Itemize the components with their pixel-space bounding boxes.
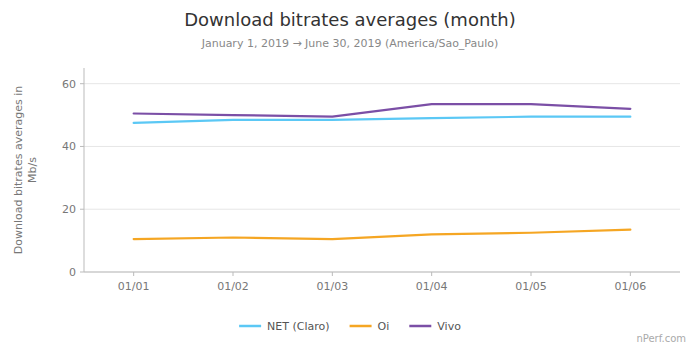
y-tick: [80, 83, 84, 84]
legend-swatch: [239, 325, 261, 328]
y-tick-label: 60: [62, 78, 76, 91]
y-tick-label: 40: [62, 140, 76, 153]
x-tick: [233, 272, 234, 276]
x-axis-line: [84, 272, 680, 273]
chart: Download bitrates averages (month) Januar…: [0, 0, 700, 352]
x-tick: [431, 272, 432, 276]
y-tick-label: 20: [62, 203, 76, 216]
legend-label: NET (Claro): [267, 320, 329, 333]
grid-line: [84, 83, 680, 84]
x-tick-label: 01/05: [515, 280, 547, 293]
annotation: nPerf.com: [636, 333, 686, 344]
x-tick-label: 01/01: [118, 280, 150, 293]
x-tick: [531, 272, 532, 276]
y-axis-label-line: Mb/s: [26, 157, 39, 183]
y-axis-line: [84, 68, 85, 272]
grid-line: [84, 272, 680, 273]
grid-line: [84, 209, 680, 210]
y-tick: [80, 146, 84, 147]
x-tick-label: 01/04: [416, 280, 448, 293]
subtitle: January 1, 2019 → June 30, 2019 (America…: [201, 37, 499, 50]
legend-swatch: [409, 325, 431, 328]
x-tick-label: 01/06: [614, 280, 646, 293]
x-tick: [630, 272, 631, 276]
y-axis-label-line: Download bitrates averages in: [12, 86, 25, 254]
series-line: [134, 230, 631, 239]
title: Download bitrates averages (month): [184, 9, 516, 30]
x-tick-label: 01/03: [316, 280, 348, 293]
x-tick: [332, 272, 333, 276]
y-tick-label: 0: [69, 266, 76, 279]
legend: NET (Claro) Oi Vivo: [239, 320, 461, 333]
y-axis-label: Download bitrates averages inMb/s: [12, 86, 39, 254]
legend-label: Oi: [378, 320, 390, 333]
legend-label: Vivo: [437, 320, 461, 333]
y-tick: [80, 272, 84, 273]
series-line: [134, 104, 631, 117]
plot-area: [134, 104, 631, 239]
y-tick: [80, 209, 84, 210]
x-tick-label: 01/02: [217, 280, 249, 293]
x-tick: [133, 272, 134, 276]
series-line: [134, 117, 631, 123]
grid-line: [84, 146, 680, 147]
legend-swatch: [350, 325, 372, 328]
